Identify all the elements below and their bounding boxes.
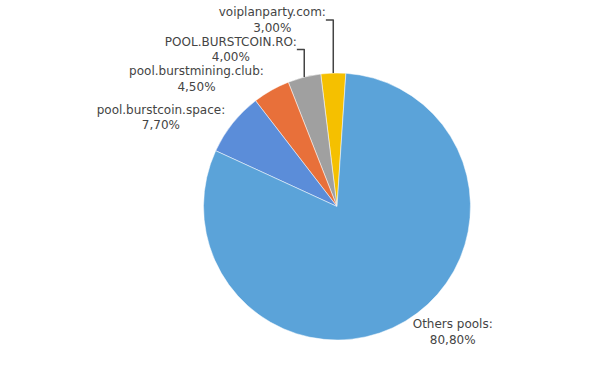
- svg-text:pool.burstcoin.space:7,70%: pool.burstcoin.space:7,70%: [97, 103, 226, 133]
- svg-text:pool.burstmining.club:4,50%: pool.burstmining.club:4,50%: [129, 64, 264, 94]
- svg-text:POOL.BURSTCOIN.RO:4,00%: POOL.BURSTCOIN.RO:4,00%: [165, 35, 297, 65]
- svg-text:Others pools:80,80%: Others pools:80,80%: [413, 317, 493, 347]
- svg-text:voiplanparty.com:3,00%: voiplanparty.com:3,00%: [219, 5, 326, 35]
